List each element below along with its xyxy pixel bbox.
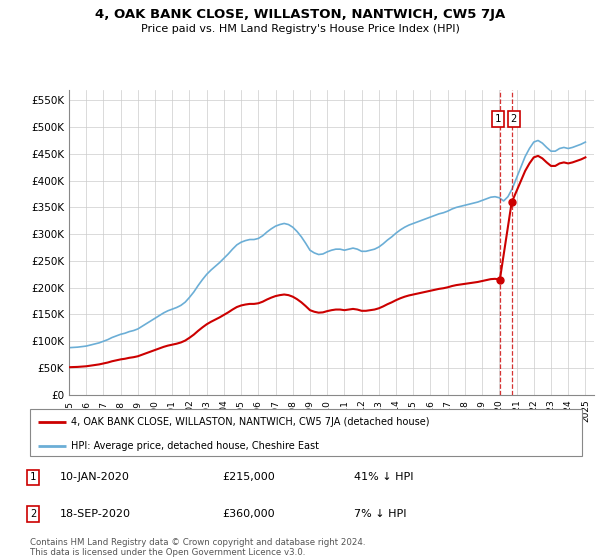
- Text: £360,000: £360,000: [222, 509, 275, 519]
- Text: Contains HM Land Registry data © Crown copyright and database right 2024.
This d: Contains HM Land Registry data © Crown c…: [30, 538, 365, 557]
- Text: 41% ↓ HPI: 41% ↓ HPI: [354, 472, 413, 482]
- Text: 4, OAK BANK CLOSE, WILLASTON, NANTWICH, CW5 7JA (detached house): 4, OAK BANK CLOSE, WILLASTON, NANTWICH, …: [71, 417, 430, 427]
- Text: HPI: Average price, detached house, Cheshire East: HPI: Average price, detached house, Ches…: [71, 441, 319, 451]
- FancyBboxPatch shape: [30, 409, 582, 456]
- Text: £215,000: £215,000: [222, 472, 275, 482]
- Text: 1: 1: [494, 114, 501, 124]
- Text: 10-JAN-2020: 10-JAN-2020: [60, 472, 130, 482]
- Text: 2: 2: [30, 509, 36, 519]
- Text: 18-SEP-2020: 18-SEP-2020: [60, 509, 131, 519]
- Text: 7% ↓ HPI: 7% ↓ HPI: [354, 509, 407, 519]
- Text: 4, OAK BANK CLOSE, WILLASTON, NANTWICH, CW5 7JA: 4, OAK BANK CLOSE, WILLASTON, NANTWICH, …: [95, 8, 505, 21]
- Text: Price paid vs. HM Land Registry's House Price Index (HPI): Price paid vs. HM Land Registry's House …: [140, 24, 460, 34]
- Text: 2: 2: [511, 114, 517, 124]
- Text: 1: 1: [30, 472, 36, 482]
